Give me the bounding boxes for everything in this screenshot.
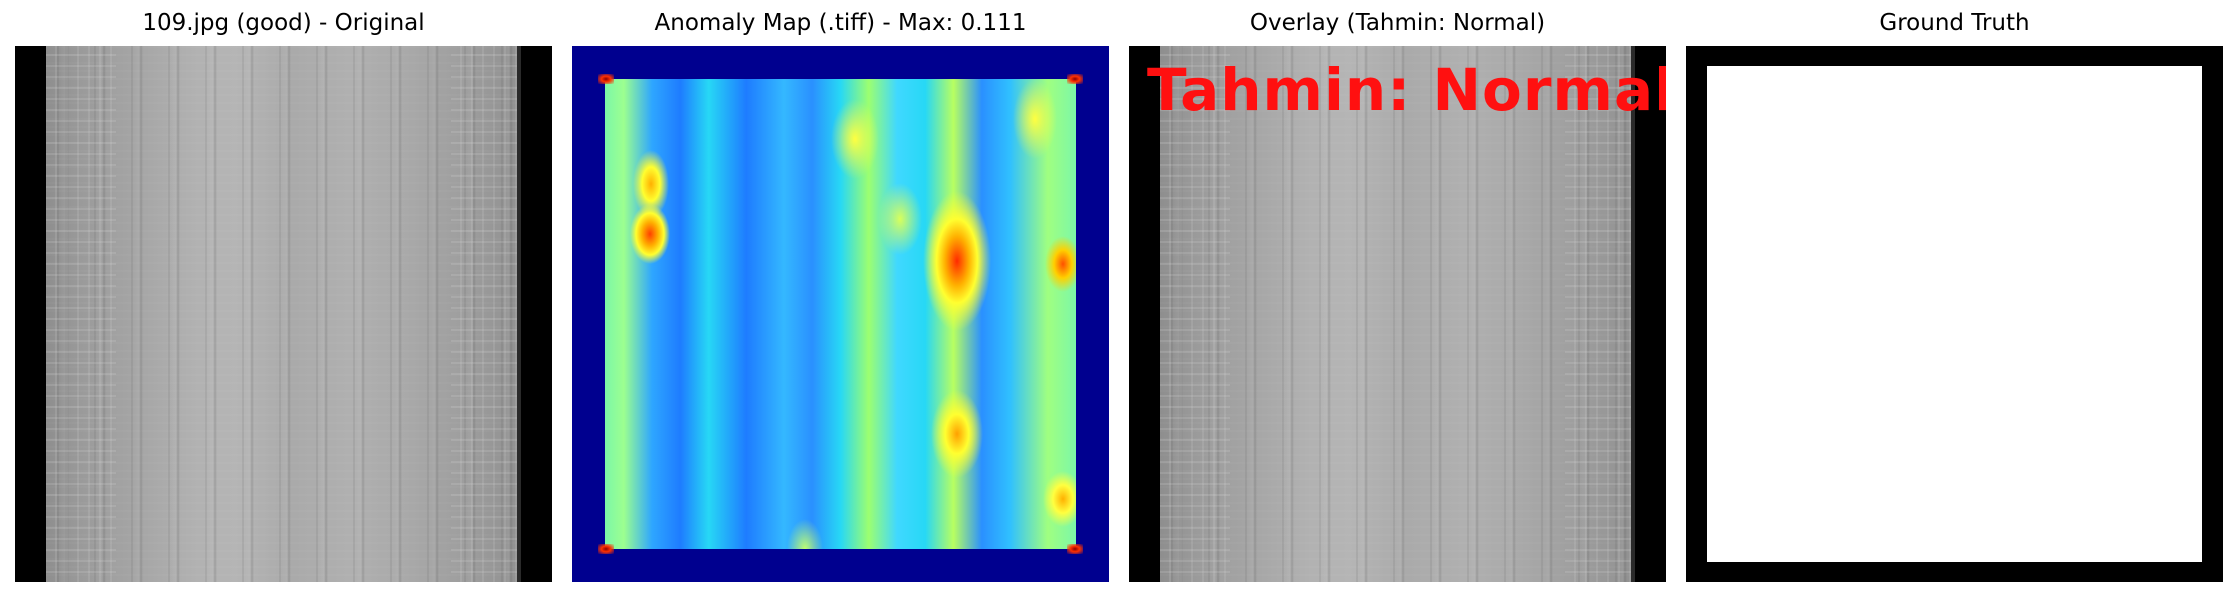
overlay-title: Overlay (Tahmin: Normal) [1249, 10, 1546, 36]
image-shadow-right [517, 46, 521, 582]
heatmap-corner-hotspot [598, 74, 614, 84]
heatmap-corner-hotspot [1067, 74, 1083, 84]
heatmap-corner-hotspot [1067, 544, 1083, 554]
original-title: 109.jpg (good) - Original [142, 10, 425, 36]
ground-truth-mask [1686, 46, 2223, 582]
prediction-overlay-text: Tahmin: Normal (0. [1147, 56, 1666, 124]
image-black-border-left [1129, 46, 1160, 582]
original-image [15, 46, 552, 582]
wood-surface [1160, 46, 1635, 582]
mesh-pattern-right [451, 46, 521, 582]
anomaly-map-title: Anomaly Map (.tiff) - Max: 0.111 [654, 10, 1027, 36]
mesh-pattern-right [1565, 46, 1635, 582]
overlay-image: Tahmin: Normal (0. [1129, 46, 1666, 582]
anomaly-heatmap [572, 46, 1109, 582]
image-black-border-right [521, 46, 552, 582]
ground-truth-title: Ground Truth [1879, 10, 2030, 36]
image-black-border-left [15, 46, 46, 582]
wood-surface [46, 46, 521, 582]
image-shadow-right [1631, 46, 1635, 582]
heatmap-corner-hotspot [598, 544, 614, 554]
heatmap-field [605, 79, 1076, 549]
image-black-border-right [1635, 46, 1666, 582]
mesh-pattern-left [46, 46, 116, 582]
mask-fill [1707, 66, 2202, 562]
mesh-pattern-left [1160, 46, 1230, 582]
